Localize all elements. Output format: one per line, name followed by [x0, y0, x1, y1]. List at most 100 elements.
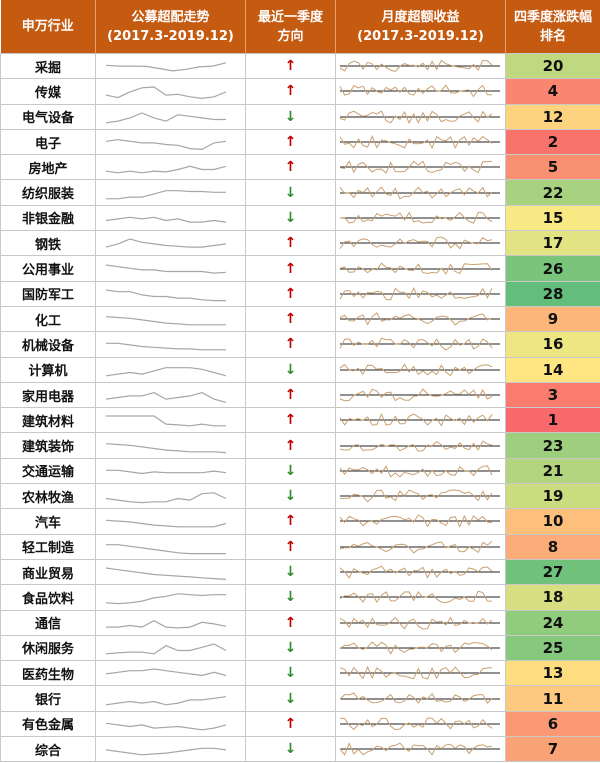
industry-label: 医药生物 — [21, 667, 74, 683]
trend-sparkline — [105, 520, 227, 528]
rank-value: 2 — [547, 133, 559, 152]
monthly-line — [339, 261, 493, 275]
monthly-sparkline-cell — [335, 356, 506, 383]
rank-value: 9 — [547, 310, 559, 329]
rank-cell: 18 — [505, 584, 600, 611]
monthly-line — [339, 742, 493, 756]
table-row: 有色金属 ↑ 6 — [0, 710, 600, 738]
arrow-up-icon: ↑ — [284, 614, 297, 631]
rank-cell: 8 — [505, 533, 600, 560]
trend-line — [105, 643, 227, 655]
industry-label: 计算机 — [28, 364, 68, 380]
rank-cell: 14 — [505, 356, 600, 383]
industry-name: 休闲服务 — [0, 634, 96, 662]
monthly-sparkline-cell — [335, 52, 506, 80]
monthly-line — [339, 465, 493, 478]
trend-line — [105, 442, 227, 453]
direction-cell: ↑ — [245, 128, 336, 156]
industry-name: 综合 — [0, 736, 96, 763]
table-row: 通信 ↑ 24 — [0, 609, 600, 636]
rank-value: 25 — [542, 638, 564, 657]
header-direction-label: 最近一季度 — [257, 9, 323, 25]
trend-line — [106, 415, 226, 427]
arrow-up-icon: ↑ — [284, 437, 297, 454]
industry-name: 房地产 — [0, 154, 96, 181]
direction-cell: ↑ — [245, 508, 336, 535]
industry-name: 轻工制造 — [0, 533, 96, 560]
industry-name: 交通运输 — [0, 457, 96, 485]
rank-value: 28 — [542, 284, 564, 303]
trend-sparkline — [105, 216, 227, 223]
trend-sparkline-cell — [95, 204, 246, 232]
table-row: 交通运输 ↓ 21 — [0, 457, 600, 485]
rank-value: 22 — [542, 183, 564, 202]
trend-sparkline-cell — [95, 584, 246, 611]
trend-sparkline-cell — [95, 457, 246, 485]
direction-cell: ↑ — [245, 255, 336, 282]
trend-sparkline-cell — [95, 331, 246, 358]
header-monthly-label: 月度超额收益 — [381, 9, 460, 25]
trend-sparkline — [105, 668, 227, 677]
monthly-sparkline — [339, 465, 500, 478]
table-row: 传媒 ↑ 4 — [0, 78, 600, 105]
monthly-sparkline — [339, 540, 500, 554]
industry-label: 银行 — [34, 693, 61, 709]
direction-cell: ↑ — [245, 381, 336, 409]
rank-value: 1 — [547, 411, 559, 430]
table-row: 化工 ↑ 9 — [0, 305, 600, 333]
table-row: 电子 ↑ 2 — [0, 128, 600, 156]
industry-name: 电子 — [0, 128, 96, 156]
industry-name: 家用电器 — [0, 381, 96, 409]
trend-sparkline — [105, 442, 227, 453]
monthly-line — [339, 84, 493, 98]
monthly-line — [339, 236, 493, 250]
monthly-line — [339, 565, 493, 579]
industry-label: 建筑材料 — [21, 414, 74, 430]
rank-cell: 12 — [505, 103, 600, 130]
monthly-sparkline-cell — [335, 584, 506, 611]
direction-cell: ↑ — [245, 78, 336, 105]
rank-cell: 27 — [505, 558, 600, 586]
trend-sparkline-cell — [95, 685, 246, 712]
industry-label: 商业贸易 — [21, 566, 74, 582]
industry-label: 家用电器 — [21, 389, 74, 405]
industry-label: 电气设备 — [21, 111, 74, 127]
trend-sparkline-cell — [95, 508, 246, 535]
direction-cell: ↓ — [245, 179, 336, 206]
arrow-down-icon: ↓ — [284, 462, 297, 479]
monthly-sparkline-cell — [335, 280, 506, 307]
trend-line — [106, 189, 226, 200]
table-row: 建筑装饰 ↑ 23 — [0, 432, 600, 459]
industry-label: 公用事业 — [21, 263, 74, 279]
trend-sparkline — [105, 166, 227, 174]
monthly-sparkline-cell — [335, 331, 506, 358]
industry-name: 国防军工 — [0, 280, 96, 307]
trend-line — [105, 238, 227, 248]
industry-name: 采掘 — [0, 52, 96, 80]
rank-value: 27 — [542, 563, 564, 582]
monthly-line — [339, 489, 493, 503]
monthly-sparkline-cell — [335, 204, 506, 232]
direction-cell: ↓ — [245, 660, 336, 687]
monthly-sparkline-cell — [335, 230, 506, 257]
rank-value: 7 — [547, 740, 559, 759]
industry-label: 国防军工 — [21, 288, 74, 304]
header-monthly-period: (2017.3-2019.12) — [357, 28, 484, 44]
arrow-up-icon: ↑ — [284, 58, 297, 75]
industry-label: 食品饮料 — [21, 591, 74, 607]
industry-name: 银行 — [0, 685, 96, 712]
monthly-sparkline-cell — [335, 128, 506, 156]
trend-sparkline — [106, 619, 227, 629]
monthly-sparkline-cell — [335, 103, 506, 130]
direction-cell: ↓ — [245, 685, 336, 712]
trend-sparkline — [105, 643, 227, 655]
monthly-sparkline — [339, 514, 500, 529]
direction-cell: ↑ — [245, 305, 336, 333]
rank-value: 14 — [542, 360, 564, 379]
trend-line — [106, 543, 226, 554]
industry-label: 有色金属 — [21, 718, 74, 734]
industry-name: 化工 — [0, 305, 96, 333]
monthly-sparkline — [339, 388, 500, 402]
trend-sparkline-cell — [95, 52, 246, 80]
trend-sparkline — [105, 112, 226, 124]
